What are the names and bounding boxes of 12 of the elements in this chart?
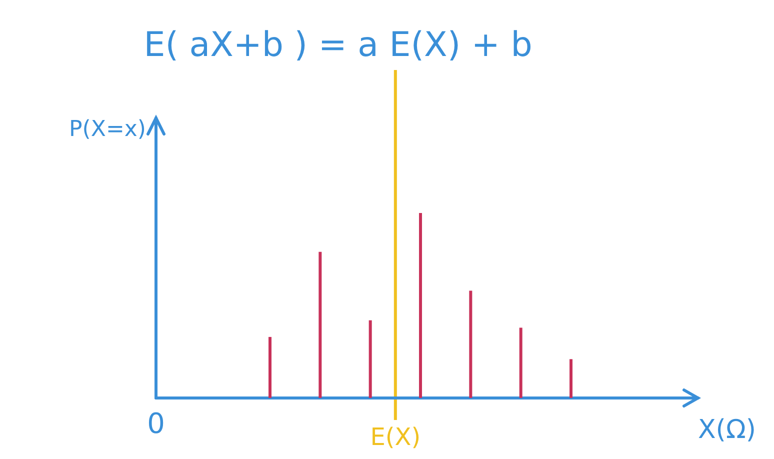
text: E(X) <box>370 423 421 451</box>
x-axis-title: X(Ω) <box>698 415 756 445</box>
bar <box>419 213 422 398</box>
bar <box>268 336 272 398</box>
bar <box>570 359 572 398</box>
bar <box>469 290 472 398</box>
bar <box>368 320 372 398</box>
text: P(X=x) <box>69 117 146 142</box>
text: 0 <box>147 407 165 440</box>
bar <box>318 252 322 398</box>
chart-title: E( aX+b ) = a E(X) + b <box>144 25 532 65</box>
bar <box>519 328 522 398</box>
